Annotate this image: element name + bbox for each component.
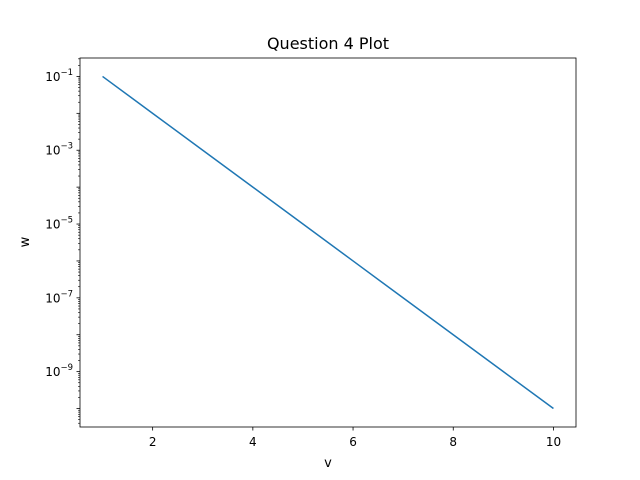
x-tick-label: 2 [149, 435, 157, 449]
y-tick-label: 10−9 [45, 363, 73, 379]
x-tick-label: 6 [349, 435, 357, 449]
y-tick-label: 10−7 [45, 289, 73, 305]
axes-frame [79, 57, 577, 428]
y-axis-label: w [18, 236, 33, 247]
x-tick-label: 4 [249, 435, 257, 449]
y-tick-label: 10−3 [45, 142, 73, 158]
plot-area: 10−1 10−3 10−5 10−7 10−9 2 4 6 8 10 [45, 57, 577, 449]
x-tick-label: 8 [449, 435, 457, 449]
y-tick-label: 10−5 [45, 216, 73, 232]
x-tick-label: 10 [546, 435, 561, 449]
x-axis-label: v [324, 456, 332, 471]
chart-title: Question 4 Plot [267, 34, 389, 53]
y-tick-label: 10−1 [45, 68, 73, 84]
series-line [102, 75, 554, 410]
